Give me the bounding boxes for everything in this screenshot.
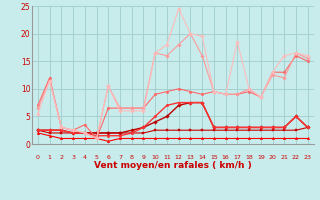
X-axis label: Vent moyen/en rafales ( km/h ): Vent moyen/en rafales ( km/h ) [94,161,252,170]
